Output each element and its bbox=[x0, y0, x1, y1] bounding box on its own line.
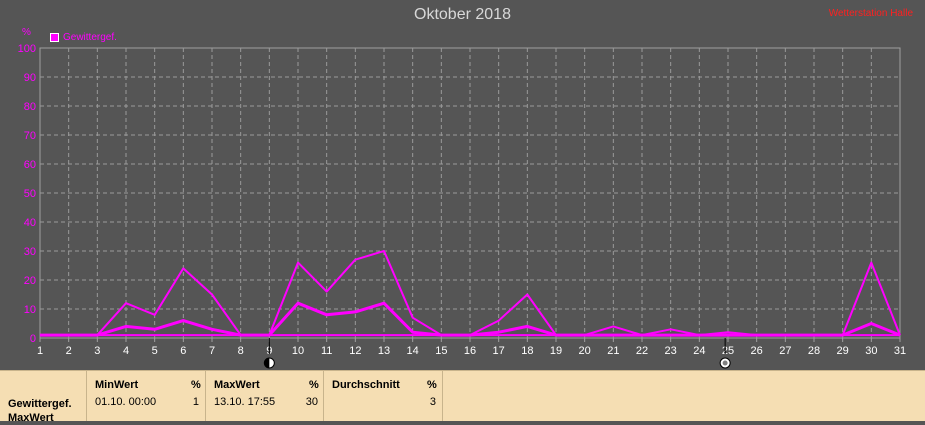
x-tick-label: 20 bbox=[579, 345, 591, 357]
x-tick-label: 27 bbox=[779, 345, 791, 357]
x-tick-label: 1 bbox=[37, 345, 43, 357]
y-tick-label: 40 bbox=[24, 217, 36, 229]
x-tick-label: 10 bbox=[292, 345, 304, 357]
y-axis-unit: % bbox=[22, 27, 31, 38]
station-brand: Wetterstation Halle bbox=[828, 8, 913, 19]
durchschnitt-header: Durchschnitt bbox=[332, 379, 400, 391]
x-tick-label: 2 bbox=[66, 345, 72, 357]
y-tick-label: 0 bbox=[30, 333, 36, 345]
stats-row-label: Gewittergef. MaxWert bbox=[8, 397, 72, 425]
x-tick-label: 17 bbox=[493, 345, 505, 357]
minwert-unit: % bbox=[191, 379, 201, 391]
durchschnitt-unit: % bbox=[427, 379, 437, 391]
x-tick-label: 19 bbox=[550, 345, 562, 357]
stats-panel: Gewittergef. MaxWert MinWert % 01.10. 00… bbox=[0, 370, 925, 424]
chart-title: Oktober 2018 bbox=[414, 6, 511, 23]
minwert-time: 01.10. 00:00 bbox=[95, 396, 157, 408]
stats-row-label-line1: Gewittergef. bbox=[8, 398, 72, 410]
maxwert-time: 13.10. 17:55 bbox=[214, 396, 276, 408]
x-tick-label: 29 bbox=[837, 345, 849, 357]
legend-label: Gewittergef. bbox=[63, 32, 117, 43]
x-tick-label: 18 bbox=[521, 345, 533, 357]
x-tick-label: 23 bbox=[665, 345, 677, 357]
y-tick-label: 30 bbox=[24, 246, 36, 258]
y-tick-label: 100 bbox=[18, 43, 36, 55]
minwert-value: 1 bbox=[192, 396, 199, 408]
maxwert-unit: % bbox=[309, 379, 319, 391]
line-chart: 0102030405060708090100123456789101112131… bbox=[18, 43, 906, 369]
durchschnitt-column: Durchschnitt % 3 bbox=[323, 371, 443, 421]
y-tick-label: 70 bbox=[24, 130, 36, 142]
new-moon-shadow bbox=[264, 358, 270, 368]
stats-row-label-line2: MaxWert bbox=[8, 412, 54, 424]
x-tick-label: 22 bbox=[636, 345, 648, 357]
legend-swatch bbox=[50, 33, 59, 42]
x-tick-label: 26 bbox=[751, 345, 763, 357]
minwert-column: MinWert % 01.10. 00:00 1 bbox=[86, 371, 205, 421]
y-tick-label: 60 bbox=[24, 159, 36, 171]
maxwert-value: 30 bbox=[305, 396, 318, 408]
minwert-header: MinWert bbox=[95, 379, 139, 391]
x-tick-label: 6 bbox=[180, 345, 186, 357]
x-tick-label: 7 bbox=[209, 345, 215, 357]
y-tick-label: 10 bbox=[24, 304, 36, 316]
x-tick-label: 24 bbox=[693, 345, 705, 357]
x-tick-label: 13 bbox=[378, 345, 390, 357]
y-tick-label: 50 bbox=[24, 188, 36, 200]
maxwert-column: MaxWert % 13.10. 17:55 30 bbox=[205, 371, 324, 421]
x-tick-label: 21 bbox=[607, 345, 619, 357]
x-tick-label: 4 bbox=[123, 345, 129, 357]
y-tick-label: 90 bbox=[24, 72, 36, 84]
durchschnitt-value: 3 bbox=[429, 396, 436, 408]
x-tick-label: 25 bbox=[722, 345, 734, 357]
x-tick-label: 30 bbox=[865, 345, 877, 357]
x-tick-label: 28 bbox=[808, 345, 820, 357]
x-tick-label: 3 bbox=[94, 345, 100, 357]
x-tick-label: 15 bbox=[435, 345, 447, 357]
y-tick-label: 20 bbox=[24, 275, 36, 287]
y-tick-label: 80 bbox=[24, 101, 36, 113]
x-tick-label: 12 bbox=[349, 345, 361, 357]
full-moon-detail bbox=[722, 360, 728, 366]
x-tick-label: 8 bbox=[238, 345, 244, 357]
chart-panel: Oktober 2018 Wetterstation Halle % Gewit… bbox=[17, 6, 913, 369]
x-tick-label: 11 bbox=[321, 345, 332, 357]
x-tick-label: 31 bbox=[894, 345, 906, 357]
x-tick-label: 14 bbox=[407, 345, 419, 357]
x-tick-label: 5 bbox=[152, 345, 158, 357]
maxwert-header: MaxWert bbox=[214, 379, 260, 391]
chart-legend: Gewittergef. bbox=[50, 32, 117, 43]
x-tick-label: 16 bbox=[464, 345, 476, 357]
